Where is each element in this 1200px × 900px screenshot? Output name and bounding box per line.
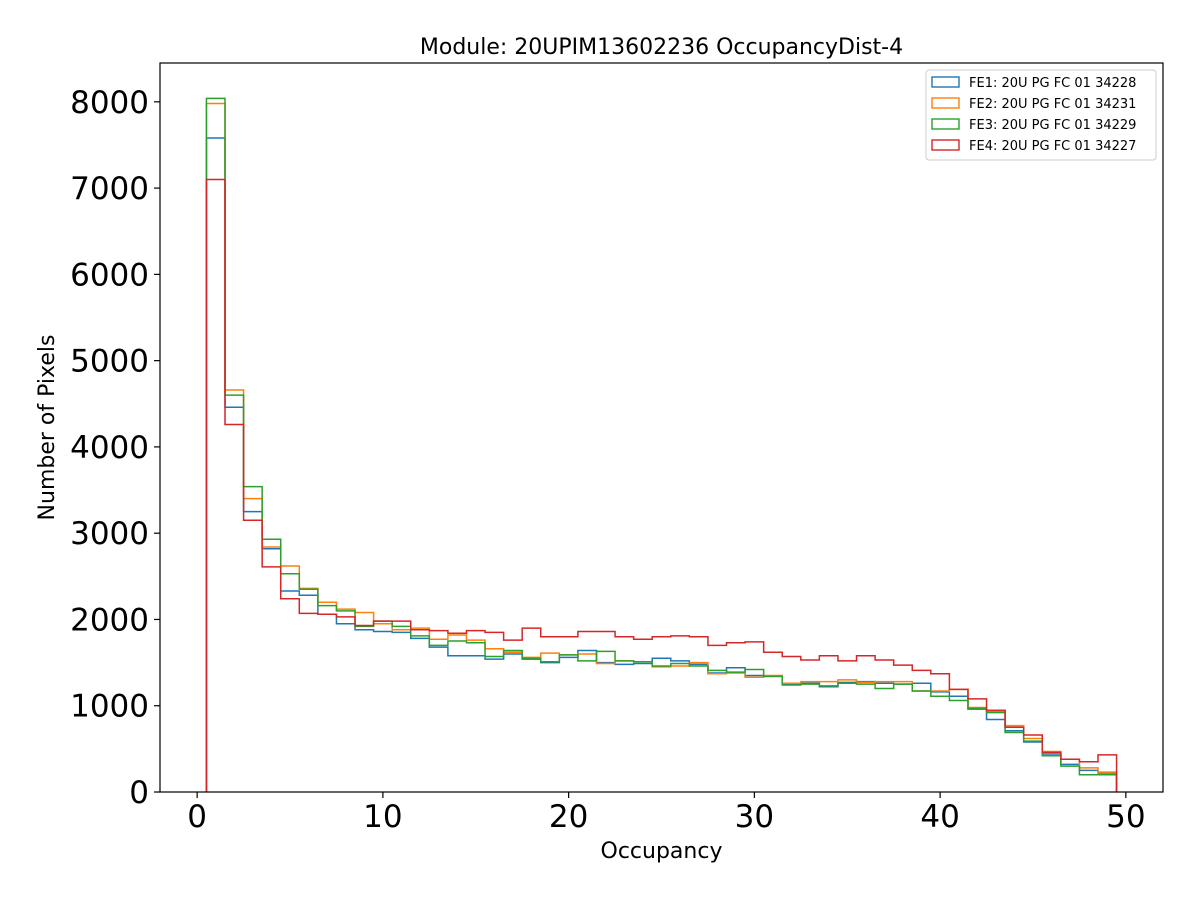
y-tick-label: 2000 — [70, 602, 149, 638]
legend-swatch — [931, 139, 960, 151]
y-axis: 0 1000 2000 3000 4000 5000 6000 7000 8000 — [70, 85, 160, 811]
x-tick-label: 50 — [1106, 799, 1145, 835]
legend-label: FE4: 20U PG FC 01 34227 — [969, 139, 1136, 154]
legend-swatch — [931, 97, 960, 109]
y-tick-label: 5000 — [70, 344, 149, 380]
legend-label: FE1: 20U PG FC 01 34228 — [969, 76, 1136, 91]
plot-area — [205, 97, 1118, 792]
plot-frame — [159, 62, 1164, 793]
series-4-step-line — [205, 178, 1118, 792]
x-axis: 0 10 20 30 40 50 — [187, 792, 1146, 835]
y-tick-label: 4000 — [70, 430, 149, 466]
x-tick-label: 0 — [187, 799, 207, 835]
series-3-step-line — [205, 97, 1118, 792]
y-axis-title: Number of Pixels — [35, 335, 60, 521]
x-tick-label: 30 — [735, 799, 774, 835]
y-tick-label: 0 — [129, 775, 149, 811]
legend-swatch — [931, 76, 960, 88]
legend: FE1: 20U PG FC 01 34228 FE2: 20U PG FC 01… — [925, 69, 1157, 161]
legend-swatch — [931, 118, 960, 130]
y-tick-label: 1000 — [70, 689, 149, 725]
x-tick-label: 20 — [549, 799, 588, 835]
legend-label: FE2: 20U PG FC 01 34231 — [969, 97, 1136, 112]
x-tick-label: 10 — [363, 799, 402, 835]
x-axis-title: Occupancy — [601, 839, 723, 864]
y-tick-label: 7000 — [70, 171, 149, 207]
y-tick-label: 8000 — [70, 85, 149, 121]
legend-label: FE3: 20U PG FC 01 34229 — [969, 118, 1136, 133]
y-tick-label: 6000 — [70, 257, 149, 293]
y-tick-label: 3000 — [70, 516, 149, 552]
series-2-step-line — [205, 102, 1118, 792]
chart-title: Module: 20UPIM13602236 OccupancyDist-4 — [420, 35, 903, 60]
series-1-step-line — [205, 137, 1118, 792]
x-tick-label: 40 — [920, 799, 959, 835]
legend-box — [925, 69, 1157, 161]
